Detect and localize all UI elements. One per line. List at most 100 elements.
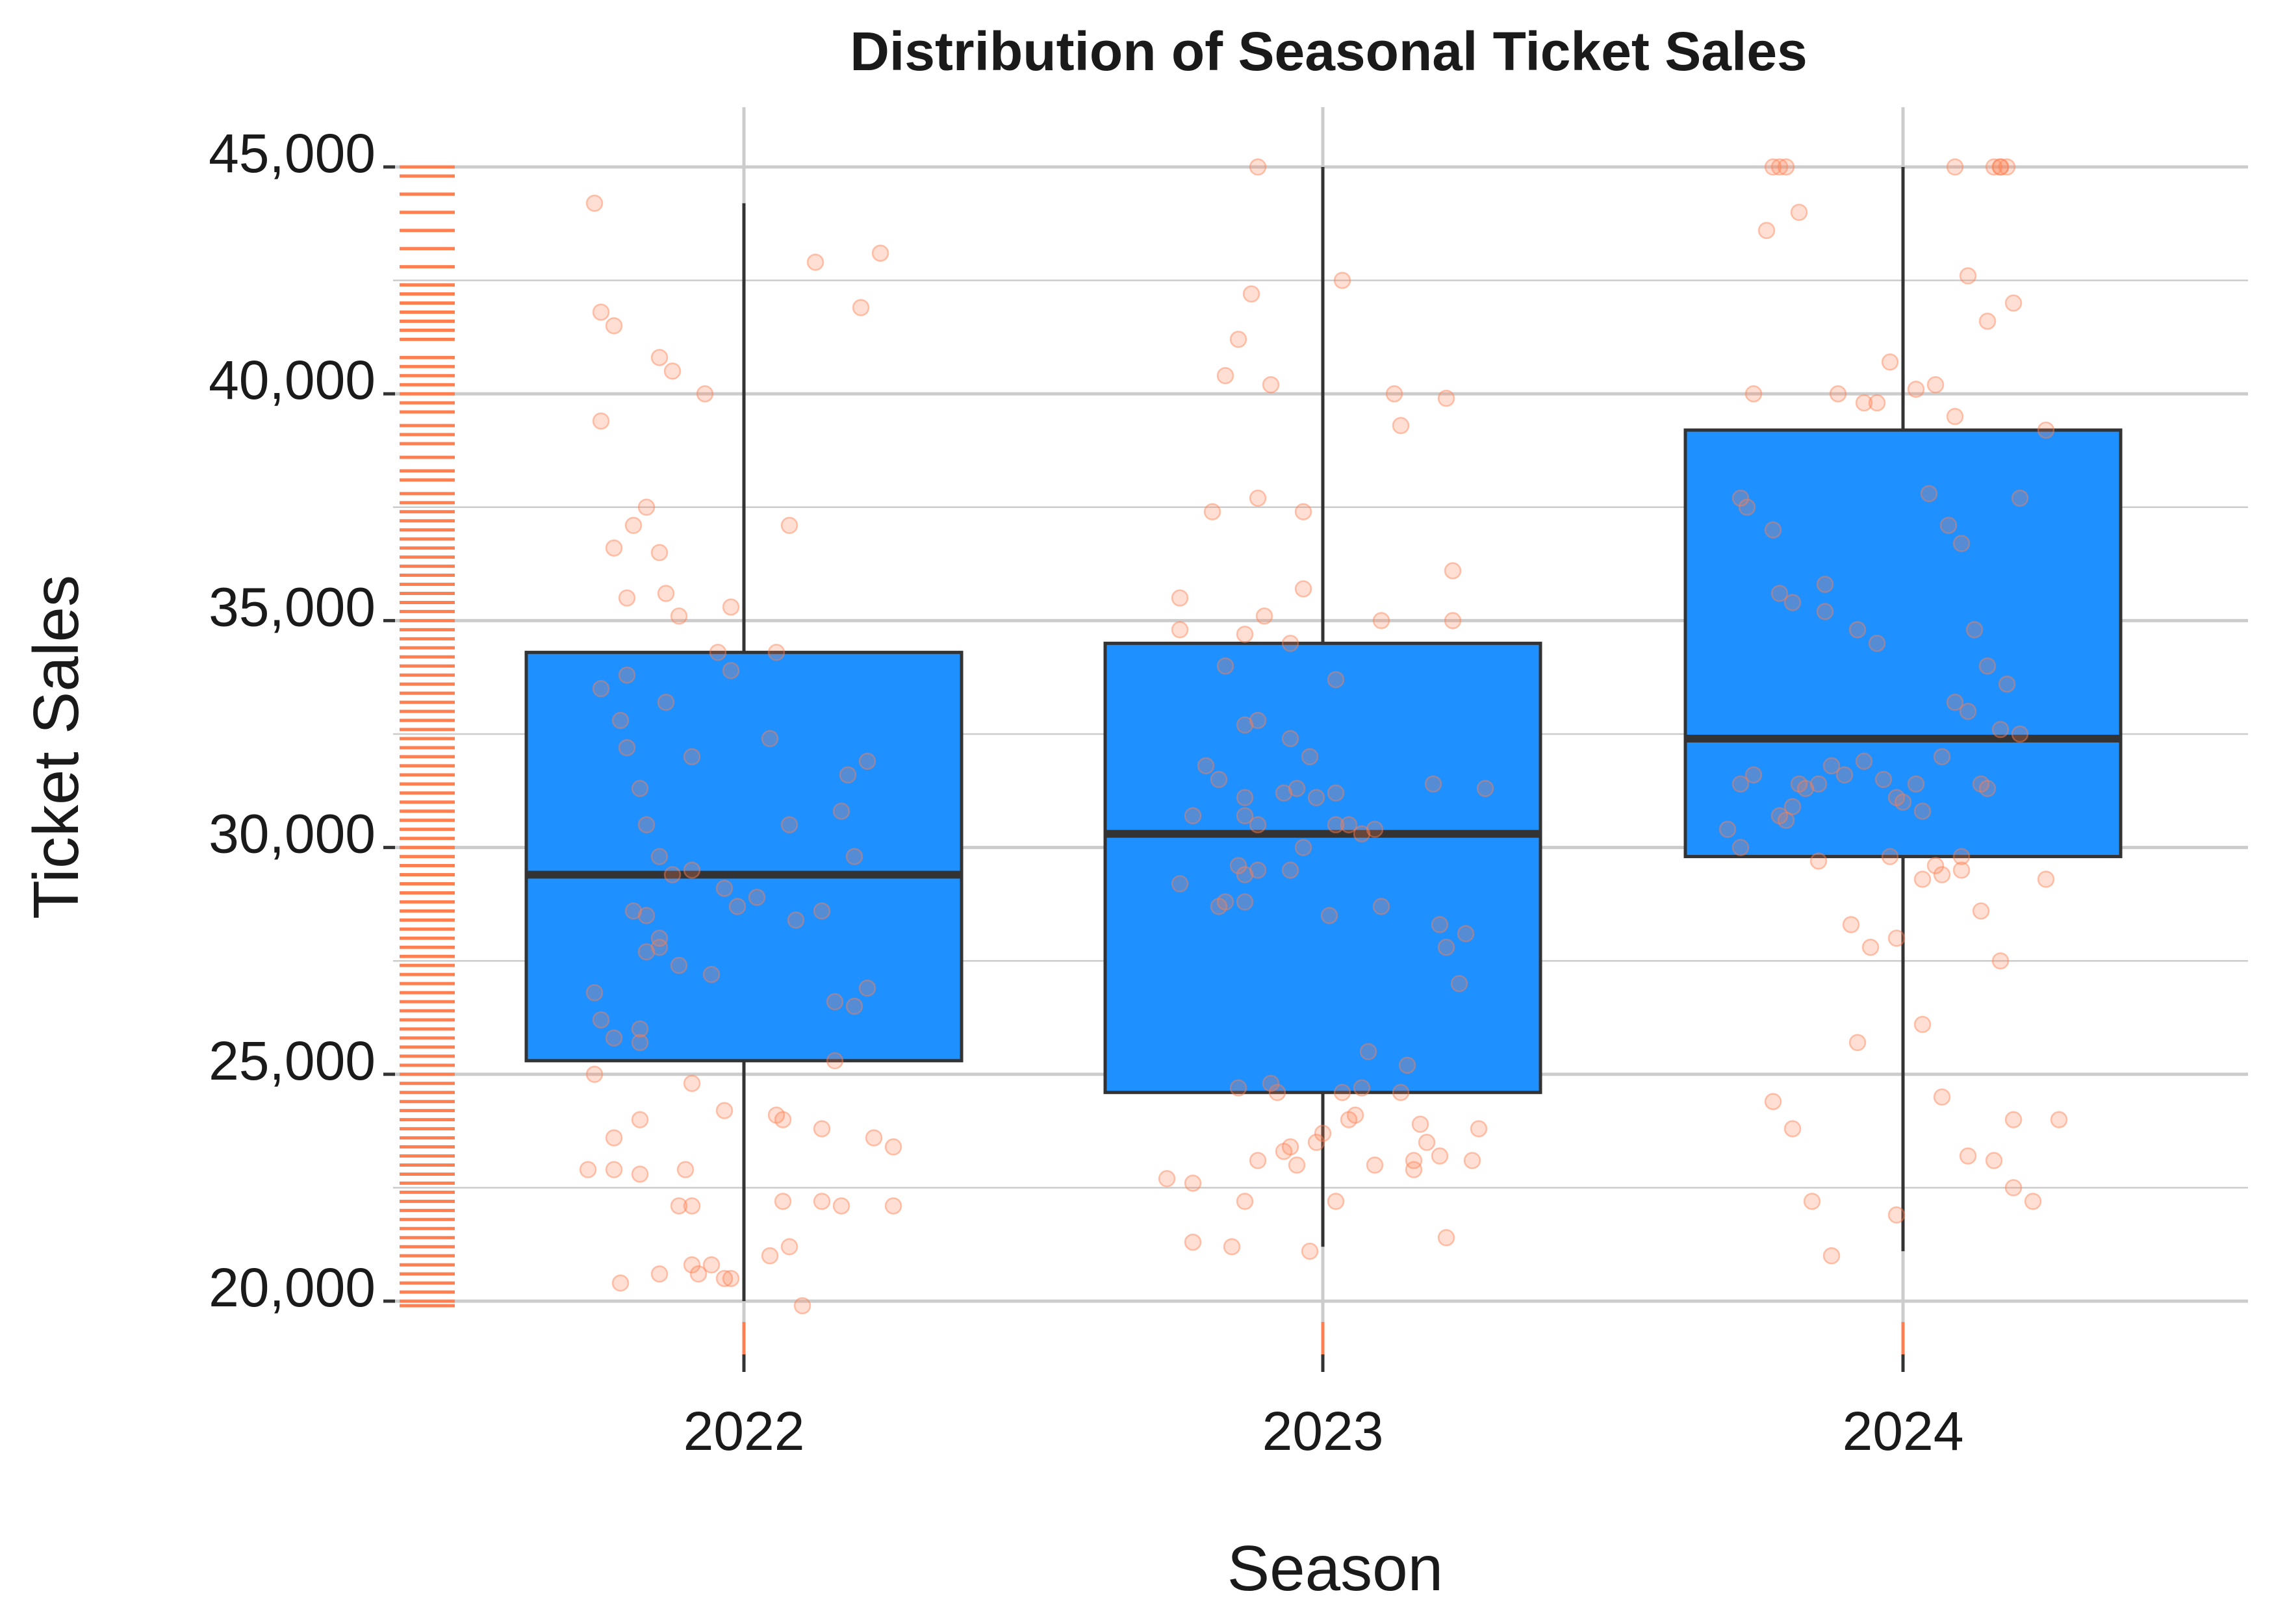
- data-point-2023: [1249, 861, 1267, 879]
- data-point-2022: [774, 1111, 792, 1128]
- data-point-2022: [852, 299, 870, 316]
- data-point-2022: [585, 1065, 604, 1084]
- data-point-2022: [670, 1197, 688, 1215]
- data-point-2022: [865, 1129, 883, 1147]
- data-point-2023: [1444, 612, 1462, 629]
- data-point-2022: [650, 1265, 669, 1283]
- y-tick-label: 25,000: [209, 1030, 376, 1091]
- data-point-2022: [715, 1269, 734, 1288]
- data-point-2023: [1294, 839, 1312, 856]
- data-point-2024: [2011, 489, 2029, 507]
- data-point-2023: [1327, 784, 1345, 802]
- data-point-2023: [1301, 748, 1319, 766]
- data-point-2022: [637, 498, 656, 516]
- data-point-2022: [683, 1256, 701, 1274]
- data-point-2023: [1385, 385, 1403, 403]
- data-point-2023: [1294, 503, 1312, 521]
- data-point-2023: [1216, 893, 1234, 911]
- y-tick-label: 35,000: [209, 576, 376, 637]
- data-point-2023: [1242, 285, 1260, 303]
- data-point-2024: [1764, 521, 1782, 539]
- data-point-2022: [702, 1256, 721, 1274]
- data-point-2022: [611, 1274, 630, 1292]
- data-point-2022: [884, 1197, 902, 1215]
- data-point-2022: [709, 644, 727, 661]
- data-point-2022: [780, 516, 798, 534]
- data-point-2023: [1275, 784, 1293, 802]
- data-point-2024: [1907, 380, 1925, 398]
- data-point-2024: [1718, 820, 1737, 838]
- data-point-2024: [1913, 802, 1932, 820]
- chart-title: Distribution of Seasonal Ticket Sales: [850, 21, 1808, 82]
- data-point-2022: [650, 938, 669, 956]
- data-point-2023: [1171, 875, 1189, 893]
- data-point-2022: [676, 1161, 695, 1178]
- data-point-2022: [774, 1193, 792, 1210]
- data-point-2023: [1262, 375, 1280, 394]
- data-point-2023: [1203, 503, 1221, 521]
- data-point-2022: [826, 1052, 844, 1070]
- data-point-2022: [592, 303, 610, 321]
- data-point-2024: [1972, 902, 1990, 920]
- data-point-2024: [1855, 752, 1873, 770]
- data-point-2023: [1236, 866, 1254, 883]
- data-point-2024: [1959, 267, 1977, 285]
- data-point-2023: [1229, 857, 1247, 874]
- data-point-2024: [1978, 657, 1997, 675]
- data-point-2023: [1249, 1152, 1267, 1169]
- data-point-2024: [1946, 693, 1964, 711]
- data-point-2024: [1809, 852, 1828, 870]
- data-point-2023: [1340, 1111, 1358, 1128]
- data-point-2024: [1770, 807, 1789, 824]
- data-point-2023: [1236, 1193, 1254, 1210]
- data-point-2024: [1952, 848, 1971, 865]
- data-point-2024: [1978, 780, 1997, 798]
- data-point-2022: [631, 1165, 649, 1183]
- data-point-2023: [1216, 657, 1234, 675]
- data-point-2024: [2004, 1179, 2023, 1197]
- data-point-2022: [689, 1265, 708, 1283]
- data-point-2022: [715, 1102, 734, 1119]
- boxes: [524, 428, 2123, 1095]
- data-point-2023: [1307, 1134, 1325, 1151]
- data-point-2022: [605, 1161, 623, 1178]
- data-point-2022: [585, 194, 604, 212]
- data-point-2022: [722, 1269, 740, 1288]
- data-point-2022: [683, 1197, 701, 1215]
- data-point-2023: [1405, 1161, 1423, 1178]
- data-point-2024: [1764, 1093, 1782, 1110]
- data-point-2024: [1731, 839, 1750, 856]
- data-point-2022: [650, 544, 669, 561]
- data-point-2024: [1835, 766, 1854, 784]
- data-point-2023: [1210, 770, 1228, 789]
- data-point-2022: [670, 607, 688, 625]
- data-point-2024: [1770, 158, 1789, 176]
- data-point-2023: [1366, 1156, 1384, 1174]
- data-point-2023: [1405, 1152, 1423, 1169]
- y-axis-ticks: 20,000 25,000 30,000 35,000 40,000 45,000: [209, 123, 395, 1318]
- data-point-2024: [1985, 158, 2003, 176]
- data-point-2022: [631, 1020, 649, 1038]
- data-point-2023: [1184, 1233, 1202, 1251]
- data-point-2024: [1907, 775, 1925, 793]
- data-point-2024: [2037, 870, 2055, 888]
- data-point-2024: [1822, 1247, 1841, 1265]
- data-point-2023: [1444, 562, 1462, 579]
- data-point-2024: [1861, 938, 1880, 956]
- data-point-2024: [1790, 203, 1808, 222]
- data-point-2024: [1946, 407, 1964, 425]
- data-point-2024: [1887, 930, 1906, 947]
- data-point-2023: [1437, 389, 1455, 407]
- data-point-2024: [1816, 576, 1834, 593]
- data-point-2022: [650, 930, 669, 947]
- data-point-2024: [1991, 952, 2010, 970]
- data-point-2024: [1933, 748, 1951, 766]
- x-axis-title: Season: [1227, 1532, 1443, 1604]
- data-point-2023: [1236, 807, 1254, 824]
- data-point-2023: [1392, 416, 1410, 435]
- data-point-2023: [1262, 1074, 1280, 1093]
- data-point-2022: [663, 362, 682, 380]
- data-point-2024: [1998, 158, 2016, 176]
- data-point-2022: [715, 880, 734, 897]
